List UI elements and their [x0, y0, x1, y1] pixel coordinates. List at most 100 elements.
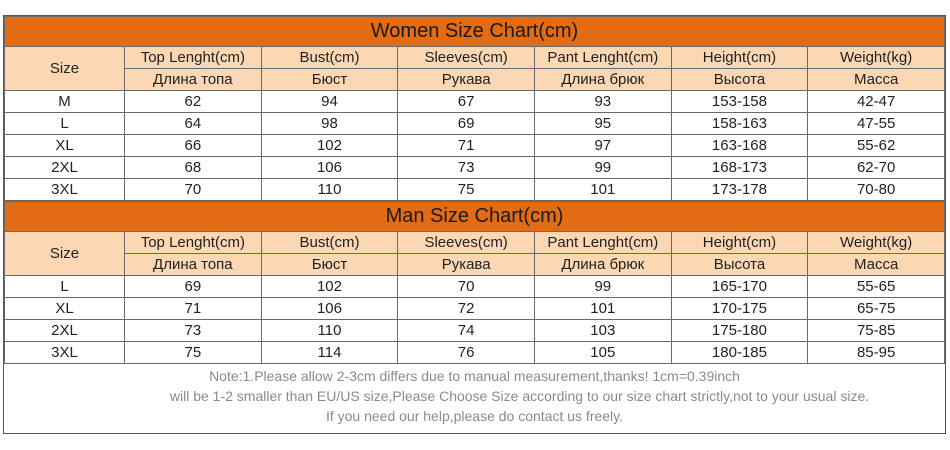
men-header-row: Size Top Lenght(cm) Bust(cm) Sleeves(cm) Pan… — [4, 231, 945, 276]
women-size-header: Size — [4, 46, 125, 91]
table-cell: 180-185 — [670, 341, 809, 364]
size-cell: M — [4, 90, 125, 113]
table-cell: 106 — [260, 297, 399, 320]
men-header-row-ru: Длина топа Бюст Рукава Длина брюк Высота Масс… — [5, 253, 945, 276]
table-cell: 47-55 — [807, 112, 945, 135]
men-column-header-ru: Высота — [670, 253, 809, 276]
size-cell: L — [4, 275, 125, 298]
notes: Note:1.Please allow 2-3cm differs due to… — [4, 364, 945, 426]
table-cell: 110 — [260, 178, 399, 201]
table-cell: 74 — [397, 319, 535, 342]
table-cell: 55-65 — [807, 275, 945, 298]
size-cell: 2XL — [4, 319, 125, 342]
table-cell: 106 — [260, 156, 399, 179]
table-cell: 98 — [260, 112, 399, 135]
women-chart-title: Women Size Chart(cm) — [4, 16, 945, 47]
table-cell: 69 — [124, 275, 262, 298]
table-cell: 71 — [397, 134, 535, 157]
men-size-table: Man Size Chart(cm) Size Top Lenght(cm) Bust… — [4, 201, 945, 364]
note-line-2: will be 1-2 smaller than EU/US size,Plea… — [169, 388, 870, 404]
table-cell: 75-85 — [807, 319, 945, 342]
women-header-row: Size Top Lenght(cm) Bust(cm) Sleeves(cm) Pan… — [4, 46, 945, 91]
table-cell: 70 — [397, 275, 535, 298]
size-cell: 2XL — [4, 156, 125, 179]
size-cell: L — [4, 112, 125, 135]
table-row: XL 71 106 72 101 170-175 65-75 — [4, 297, 945, 320]
women-column-header: Bust(cm) — [260, 46, 399, 69]
men-chart-title: Man Size Chart(cm) — [4, 201, 945, 232]
table-cell: 101 — [533, 178, 672, 201]
table-cell: 70 — [124, 178, 262, 201]
table-cell: 170-175 — [670, 297, 809, 320]
table-row: 3XL 70 110 75 101 173-178 70-80 — [4, 178, 945, 201]
women-column-header-ru: Длина топа — [124, 68, 262, 91]
table-cell: 69 — [397, 112, 535, 135]
table-row: 3XL 75 114 76 105 180-185 85-95 — [4, 341, 945, 364]
table-cell: 95 — [533, 112, 672, 135]
women-column-header-ru: Рукава — [397, 68, 535, 91]
table-cell: 110 — [260, 319, 399, 342]
table-cell: 67 — [397, 90, 535, 113]
table-row: L 69 102 70 99 165-170 55-65 — [4, 275, 945, 298]
men-column-header-ru: Длина топа — [124, 253, 262, 276]
table-row: 2XL 68 106 73 99 168-173 62-70 — [4, 156, 945, 179]
note-line-1: Note:1.Please allow 2-3cm differs due to… — [209, 368, 740, 384]
table-cell: 73 — [124, 319, 262, 342]
table-cell: 102 — [260, 275, 399, 298]
size-cell: 3XL — [4, 178, 125, 201]
table-cell: 102 — [260, 134, 399, 157]
note-line-3: If you need our help,please do contact u… — [325, 408, 624, 424]
table-cell: 76 — [397, 341, 535, 364]
table-cell: 70-80 — [807, 178, 945, 201]
table-cell: 62-70 — [807, 156, 945, 179]
table-cell: 75 — [397, 178, 535, 201]
men-column-header-ru: Масса — [807, 253, 945, 276]
men-column-header: Sleeves(cm) — [397, 231, 535, 254]
table-cell: 65-75 — [807, 297, 945, 320]
women-column-header: Top Lenght(cm) — [124, 46, 262, 69]
women-size-table: Women Size Chart(cm) Size Top Lenght(cm) Bu… — [4, 16, 945, 201]
men-column-header-ru: Бюст — [260, 253, 399, 276]
women-column-header-ru: Длина брюк — [533, 68, 672, 91]
table-cell: 72 — [397, 297, 535, 320]
table-cell: 71 — [124, 297, 262, 320]
table-cell: 163-168 — [670, 134, 809, 157]
size-chart: Women Size Chart(cm) Size Top Lenght(cm) Bu… — [3, 15, 946, 434]
men-title-row: Man Size Chart(cm) — [4, 201, 945, 232]
size-cell: 3XL — [4, 341, 125, 364]
table-cell: 114 — [260, 341, 399, 364]
men-column-header: Height(cm) — [670, 231, 809, 254]
table-cell: 99 — [533, 275, 672, 298]
table-cell: 73 — [397, 156, 535, 179]
table-cell: 85-95 — [807, 341, 945, 364]
table-cell: 97 — [533, 134, 672, 157]
women-column-header: Height(cm) — [670, 46, 809, 69]
table-cell: 42-47 — [807, 90, 945, 113]
men-column-header: Weight(kg) — [807, 231, 945, 254]
men-column-header-ru: Длина брюк — [533, 253, 672, 276]
table-row: 2XL 73 110 74 103 175-180 75-85 — [4, 319, 945, 342]
table-cell: 66 — [124, 134, 262, 157]
women-column-header: Sleeves(cm) — [397, 46, 535, 69]
table-cell: 101 — [533, 297, 672, 320]
women-column-header: Pant Lenght(cm) — [533, 46, 672, 69]
table-row: L 64 98 69 95 158-163 47-55 — [4, 112, 945, 135]
table-cell: 93 — [533, 90, 672, 113]
table-row: XL 66 102 71 97 163-168 55-62 — [4, 134, 945, 157]
table-cell: 173-178 — [670, 178, 809, 201]
table-cell: 64 — [124, 112, 262, 135]
men-size-header: Size — [4, 231, 125, 276]
men-column-header: Bust(cm) — [260, 231, 399, 254]
table-cell: 62 — [124, 90, 262, 113]
table-cell: 105 — [533, 341, 672, 364]
table-cell: 153-158 — [670, 90, 809, 113]
table-cell: 168-173 — [670, 156, 809, 179]
table-cell: 103 — [533, 319, 672, 342]
table-cell: 68 — [124, 156, 262, 179]
men-column-header: Pant Lenght(cm) — [533, 231, 672, 254]
table-cell: 94 — [260, 90, 399, 113]
women-column-header-ru: Бюст — [260, 68, 399, 91]
women-column-header-ru: Масса — [807, 68, 945, 91]
table-row: M 62 94 67 93 153-158 42-47 — [4, 90, 945, 113]
table-cell: 175-180 — [670, 319, 809, 342]
